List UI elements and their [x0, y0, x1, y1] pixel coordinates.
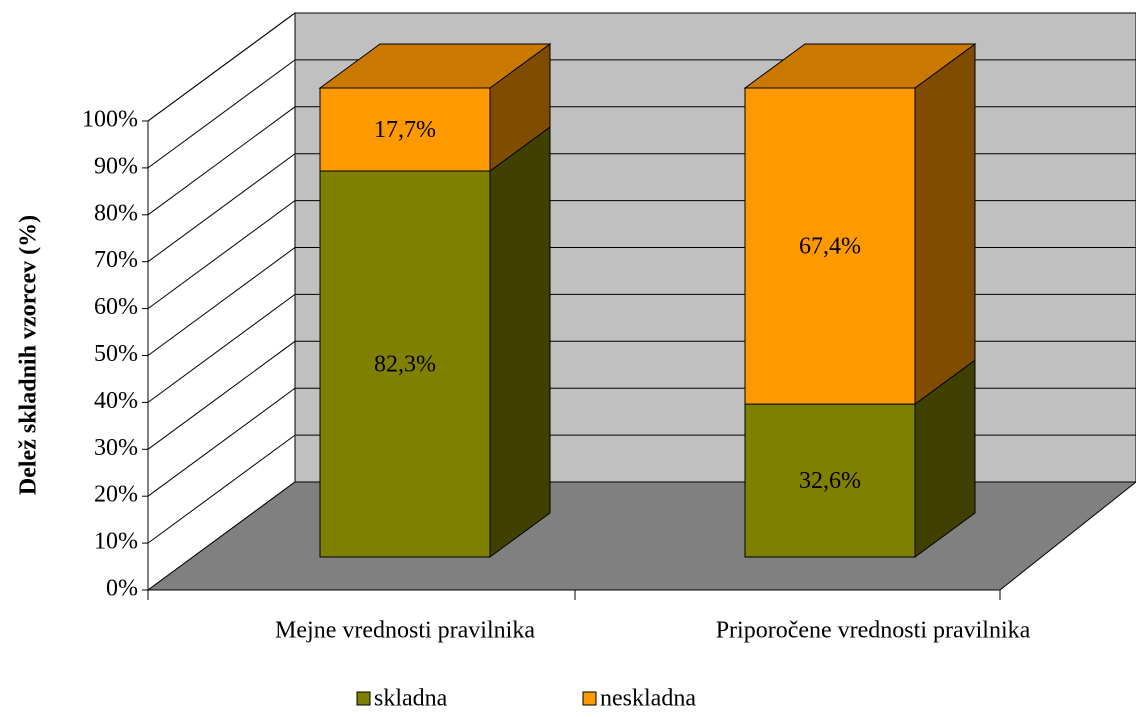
legend-label: neskladna [600, 686, 696, 712]
y-tick-label: 80% [94, 200, 138, 226]
x-tick-label: Mejne vrednosti pravilnika [275, 618, 535, 644]
y-tick-label: 90% [94, 153, 138, 179]
y-axis-title: Delež skladnih vzorcev (%) [16, 215, 42, 495]
bar-segment [744, 87, 916, 405]
legend-swatch [582, 691, 597, 706]
bar-side [914, 43, 976, 406]
bar-top [743, 43, 977, 89]
y-tick-label: 10% [94, 529, 138, 555]
legend-swatch [356, 691, 371, 706]
bar-segment [744, 403, 916, 558]
grid-line [147, 12, 1136, 122]
bar-top [318, 43, 552, 89]
y-tick-label: 50% [94, 341, 138, 367]
y-tick-label: 70% [94, 247, 138, 273]
y-tick-label: 40% [94, 388, 138, 414]
y-tick-label: 100% [82, 107, 138, 133]
x-tick-label: Priporočene vrednosti pravilnika [716, 618, 1031, 644]
bar-segment [319, 170, 491, 558]
y-tick-label: 60% [94, 294, 138, 320]
data-label: 17,7% [374, 117, 436, 143]
data-label: 32,6% [799, 468, 861, 494]
data-label: 82,3% [374, 352, 436, 378]
legend-label: skladna [374, 686, 448, 712]
y-tick-label: 30% [94, 435, 138, 461]
bar-side [489, 126, 551, 558]
floor [146, 481, 1136, 591]
data-label: 67,4% [799, 234, 861, 260]
y-tick-label: 0% [106, 576, 138, 602]
y-tick-label: 20% [94, 482, 138, 508]
